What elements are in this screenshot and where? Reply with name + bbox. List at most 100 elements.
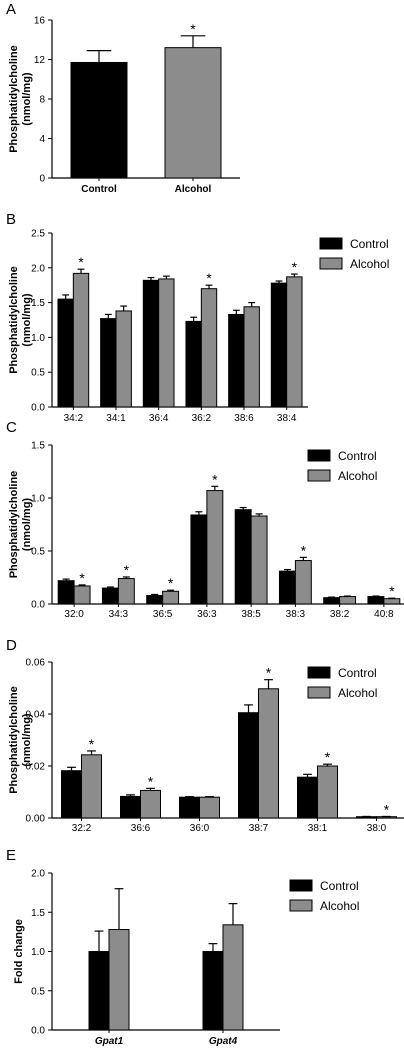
legend-swatch-control — [307, 666, 331, 679]
bar-b-36-4-control — [142, 279, 160, 408]
legend-swatch-control — [289, 879, 313, 892]
legend-label-control: Control — [338, 666, 377, 680]
significance-star: * — [190, 21, 196, 37]
x-tick-label: 38:4 — [277, 413, 297, 424]
y-tick-label: 0.5 — [31, 547, 45, 558]
bar-b-38-4-alcohol — [286, 276, 303, 408]
y-tick-label: 0.5 — [31, 986, 45, 997]
bar-c-38-3-alcohol — [294, 560, 312, 605]
y-tick-label: 1.0 — [31, 494, 45, 505]
bar-b-34-1-control — [100, 318, 117, 408]
bar-b-38-6-alcohol — [243, 306, 260, 408]
x-tick-label: 34:1 — [106, 413, 126, 424]
bar-c-38-2-alcohol — [339, 596, 357, 605]
significance-star: * — [78, 254, 84, 270]
bar-e-gpat1-control — [88, 951, 110, 1031]
legend-label-control: Control — [338, 449, 377, 463]
y-tick-label: 1.5 — [31, 441, 45, 452]
bar-b-36-4-alcohol — [158, 278, 175, 408]
panel-e: E 0.0 0.5 1.0 1.5 2.0 Fold change Gpat1 Gpat4 Con… — [6, 847, 359, 1047]
significance-star: * — [301, 542, 307, 558]
significance-star: * — [168, 575, 174, 591]
bar-b-34-2-control — [57, 298, 74, 408]
panel-a: A 0 4 8 12 16 Phosphatidylcholine(nmol/mg) Cont… — [6, 1, 240, 195]
y-tick-label: 1.5 — [31, 298, 45, 309]
x-tick-label: Gpat1 — [95, 1036, 124, 1047]
panel-label: A — [6, 1, 16, 18]
significance-star: * — [266, 665, 272, 681]
y-tick-label: 0.06 — [26, 658, 46, 669]
y-axis-label: Phosphatidylcholine(nmol/mg) — [8, 686, 33, 794]
legend-swatch-control — [319, 237, 343, 250]
bar-c-36-3-alcohol — [206, 490, 224, 605]
bar-d-32-2-control — [61, 770, 82, 819]
bar-d-38-1-control — [297, 776, 318, 819]
panel-b: B 0.0 0.5 1.0 1.5 2.0 2.5 Phosphatidylcholine(n… — [6, 211, 389, 424]
legend-label-alcohol: Alcohol — [338, 686, 377, 700]
significance-star: * — [89, 736, 95, 752]
bar-c-40-8-alcohol — [383, 598, 401, 605]
y-tick-label: 0.0 — [31, 403, 45, 414]
y-axis-label: Fold change — [13, 919, 25, 984]
y-tick-label: 4 — [39, 134, 45, 145]
y-tick-label: 0.02 — [26, 762, 46, 773]
panel-d: D 0.00 0.02 0.04 0.06 Phosphatidylcholine(nmo… — [6, 637, 404, 834]
x-tick-label: 38:6 — [234, 413, 254, 424]
bar-b-34-2-alcohol — [72, 272, 90, 408]
x-tick-label: 36:6 — [131, 823, 151, 834]
legend-label-control: Control — [320, 879, 359, 893]
bar-c-32-0-alcohol — [73, 585, 91, 605]
x-tick-label: 32:0 — [64, 609, 84, 620]
significance-star: * — [384, 801, 390, 817]
y-tick-label: 0.0 — [31, 600, 45, 611]
bar-c-38-5-alcohol — [250, 515, 268, 605]
y-tick-label: 0 — [39, 174, 45, 185]
significance-star: * — [212, 471, 218, 487]
significance-star: * — [292, 259, 298, 275]
x-tick-label: 34:2 — [64, 413, 84, 424]
bar-a-control-control — [70, 61, 128, 179]
y-tick-label: 0.0 — [31, 1026, 45, 1037]
y-axis-label: Phosphatidylcholine(nmol/mg) — [8, 471, 33, 579]
y-tick-label: 1.0 — [31, 333, 45, 344]
bar-e-gpat4-control — [202, 951, 224, 1031]
bar-d-38-7-control — [238, 712, 259, 819]
panel-label: B — [6, 211, 16, 228]
x-tick-label: Alcohol — [175, 184, 212, 195]
bar-c-40-8-control — [367, 596, 385, 605]
bar-d-32-2-alcohol — [81, 754, 102, 819]
panel-label: E — [6, 847, 16, 864]
legend-label-control: Control — [350, 237, 389, 251]
y-tick-label: 1.5 — [31, 908, 45, 919]
bar-d-38-1-alcohol — [317, 765, 338, 819]
y-tick-label: 1.0 — [31, 947, 45, 958]
significance-star: * — [389, 583, 395, 599]
y-tick-label: 12 — [34, 55, 46, 66]
bar-c-38-5-control — [234, 509, 252, 605]
significance-star: * — [148, 773, 154, 789]
bar-a-alcohol-control — [164, 47, 222, 179]
x-tick-label: 36:2 — [192, 413, 212, 424]
legend: Control Alcohol — [307, 666, 377, 700]
x-tick-label: 36:4 — [149, 413, 169, 424]
legend-swatch-alcohol — [307, 686, 331, 699]
x-tick-label: 36:5 — [153, 609, 173, 620]
bar-d-36-0-alcohol — [199, 796, 220, 819]
legend-swatch-alcohol — [307, 469, 331, 482]
bar-d-36-0-control — [179, 796, 200, 819]
bar-b-38-4-control — [270, 282, 288, 408]
x-tick-label: Control — [81, 184, 117, 195]
panel-label: C — [6, 419, 17, 436]
bar-c-34-3-control — [101, 587, 119, 605]
significance-star: * — [79, 570, 85, 586]
x-tick-label: 38:3 — [286, 609, 306, 620]
x-tick-label: 38:7 — [249, 823, 269, 834]
legend: Control Alcohol — [307, 449, 377, 483]
bar-d-36-6-control — [120, 795, 141, 819]
bar-b-34-1-alcohol — [115, 310, 132, 408]
bar-c-38-3-control — [278, 570, 296, 605]
y-tick-label: 2.5 — [31, 229, 45, 240]
bar-c-36-5-alcohol — [162, 590, 180, 605]
x-tick-label: 32:2 — [72, 823, 92, 834]
